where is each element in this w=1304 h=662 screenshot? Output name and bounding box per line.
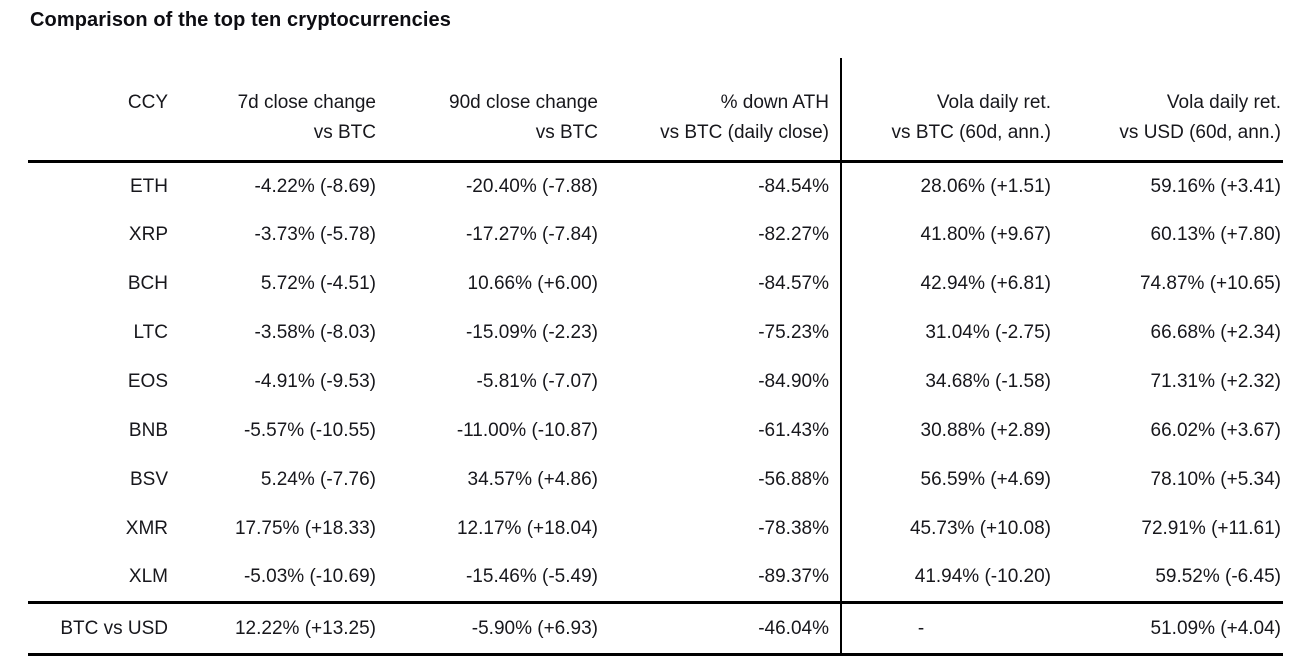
- table-cell: -56.88%: [598, 455, 842, 505]
- header-line-1: 7d close change: [237, 92, 376, 113]
- header-line-1: CCY: [127, 92, 168, 113]
- header-row: CCY 7d close change vs BTC 90d close change…: [28, 58, 1283, 163]
- table-cell: 17.75% (+18.33): [234, 518, 376, 539]
- table-cell: 41.94% (-10.20): [841, 553, 1060, 604]
- header-line-2: vs BTC: [535, 122, 598, 143]
- table-cell: 34.68% (-1.58): [925, 371, 1051, 392]
- column-header-pct-down-ath-vs-btc: % down ATH vs BTC (daily close): [598, 58, 842, 163]
- table-cell: 5.72% (-4.51): [260, 273, 376, 294]
- table-row-eth: ETH -4.22% (-8.69) -20.40% (-7.88) -84.54% 2…: [28, 161, 1283, 211]
- page-title: Comparison of the top ten cryptocurrenci…: [30, 9, 451, 31]
- table-cell: 45.73% (+10.08): [909, 518, 1051, 539]
- header-line-2: vs BTC (daily close): [660, 122, 829, 143]
- table-cell: -20.40% (-7.88): [465, 175, 598, 197]
- table-row-bnb: BNB -5.57% (-10.55) -11.00% (-10.87) -61.43…: [28, 406, 1283, 456]
- header-line-2: vs USD (60d, ann.): [1119, 122, 1281, 143]
- table-cell: -84.57%: [598, 259, 842, 309]
- table-cell: 10.66% (+6.00): [467, 273, 598, 294]
- column-header-vola-daily-ret-vs-usd: Vola daily ret. vs USD (60d, ann.): [1060, 58, 1283, 163]
- table-cell: -46.04%: [598, 602, 842, 656]
- table-cell: 51.09% (+4.04): [1060, 602, 1283, 656]
- table-cell: -5.90% (+6.93): [376, 602, 598, 656]
- table-cell: -82.27%: [598, 210, 842, 260]
- table-cell: 78.10% (+5.34): [1150, 469, 1281, 490]
- table-cell: -3.73% (-5.78): [254, 224, 376, 245]
- table-row-xmr: XMR 17.75% (+18.33) 12.17% (+18.04) -78.38%…: [28, 504, 1283, 554]
- table-cell: 5.24% (-7.76): [260, 469, 376, 490]
- table-cell: 66.02% (+3.67): [1150, 420, 1281, 441]
- table-row-bch: BCH 5.72% (-4.51) 10.66% (+6.00) -84.57% 42.…: [28, 259, 1283, 309]
- column-header-vola-daily-ret-vs-btc: Vola daily ret. vs BTC (60d, ann.): [841, 58, 1060, 163]
- table-row-eos: EOS -4.91% (-9.53) -5.81% (-7.07) -84.90% 34…: [28, 357, 1283, 407]
- table-cell: -84.54%: [598, 161, 842, 211]
- table-cell: 31.04% (-2.75): [925, 322, 1051, 343]
- table-body: ETH -4.22% (-8.69) -20.40% (-7.88) -84.54% 2…: [28, 161, 1283, 604]
- table-cell: 71.31% (+2.32): [1150, 371, 1281, 392]
- table-cell: -5.03% (-10.69): [168, 553, 376, 604]
- table-cell: -75.23%: [598, 308, 842, 358]
- row-label: BTC vs USD: [28, 602, 168, 656]
- row-label: XLM: [28, 553, 168, 604]
- table-cell: -15.09% (-2.23): [465, 322, 598, 343]
- table-cell: 28.06% (+1.51): [920, 175, 1051, 197]
- table-row-ltc: LTC -3.58% (-8.03) -15.09% (-2.23) -75.23% 3…: [28, 308, 1283, 358]
- table-cell: -89.37%: [598, 553, 842, 604]
- column-header-7d-close-change-vs-btc: 7d close change vs BTC: [168, 58, 376, 163]
- header-line-1: % down ATH: [720, 92, 829, 113]
- row-label: BCH: [127, 273, 168, 294]
- header-line-1: 90d close change: [449, 92, 598, 113]
- crypto-comparison-table: CCY 7d close change vs BTC 90d close change…: [28, 58, 1283, 656]
- table-cell: -4.91% (-9.53): [254, 371, 376, 392]
- table-cell: 42.94% (+6.81): [920, 273, 1051, 294]
- table-header: CCY 7d close change vs BTC 90d close change…: [28, 58, 1283, 163]
- table-cell: -: [841, 602, 1060, 656]
- row-label: BNB: [128, 420, 168, 441]
- table-cell: 30.88% (+2.89): [920, 420, 1051, 441]
- row-label: LTC: [133, 322, 168, 343]
- table-cell: 59.52% (-6.45): [1060, 553, 1283, 604]
- table-footer: BTC vs USD 12.22% (+13.25) -5.90% (+6.93) -…: [28, 602, 1283, 656]
- table-cell: -84.90%: [598, 357, 842, 407]
- table-cell: 12.22% (+13.25): [168, 602, 376, 656]
- column-header-90d-close-change-vs-btc: 90d close change vs BTC: [376, 58, 598, 163]
- table-footer-row: BTC vs USD 12.22% (+13.25) -5.90% (+6.93) -…: [28, 602, 1283, 656]
- table-cell: 74.87% (+10.65): [1139, 273, 1281, 294]
- table-cell: -61.43%: [598, 406, 842, 456]
- table-cell: -17.27% (-7.84): [465, 224, 598, 245]
- header-line-2: vs BTC: [313, 122, 376, 143]
- table-cell: -4.22% (-8.69): [254, 175, 376, 197]
- table-cell: -5.81% (-7.07): [476, 371, 598, 392]
- header-line-2: vs BTC (60d, ann.): [891, 122, 1051, 143]
- table-cell: 56.59% (+4.69): [920, 469, 1051, 490]
- row-label: BSV: [129, 469, 168, 490]
- table-cell: -5.57% (-10.55): [243, 420, 376, 441]
- row-label: XMR: [125, 518, 168, 539]
- table-row-xrp: XRP -3.73% (-5.78) -17.27% (-7.84) -82.27% 4…: [28, 210, 1283, 260]
- table-cell: -78.38%: [598, 504, 842, 554]
- header-line-1: Vola daily ret.: [1166, 92, 1281, 113]
- table-cell: -3.58% (-8.03): [254, 322, 376, 343]
- table-cell: 41.80% (+9.67): [920, 224, 1051, 245]
- table-cell: 59.16% (+3.41): [1150, 175, 1281, 197]
- row-label: EOS: [127, 371, 168, 392]
- table-cell: 34.57% (+4.86): [467, 469, 598, 490]
- table-row-bsv: BSV 5.24% (-7.76) 34.57% (+4.86) -56.88% 56.…: [28, 455, 1283, 505]
- table-cell: 60.13% (+7.80): [1150, 224, 1281, 245]
- table-cell: -11.00% (-10.87): [456, 420, 598, 441]
- table-cell: 72.91% (+11.61): [1141, 518, 1281, 539]
- column-header-ccy: CCY: [28, 58, 168, 163]
- header-line-1: Vola daily ret.: [936, 92, 1051, 113]
- table-cell: -15.46% (-5.49): [376, 553, 598, 604]
- table-row-xlm: XLM -5.03% (-10.69) -15.46% (-5.49) -89.37%…: [28, 553, 1283, 604]
- row-label: XRP: [128, 224, 168, 245]
- table-cell: 66.68% (+2.34): [1150, 322, 1281, 343]
- table-cell: 12.17% (+18.04): [456, 518, 598, 539]
- row-label: ETH: [130, 175, 168, 197]
